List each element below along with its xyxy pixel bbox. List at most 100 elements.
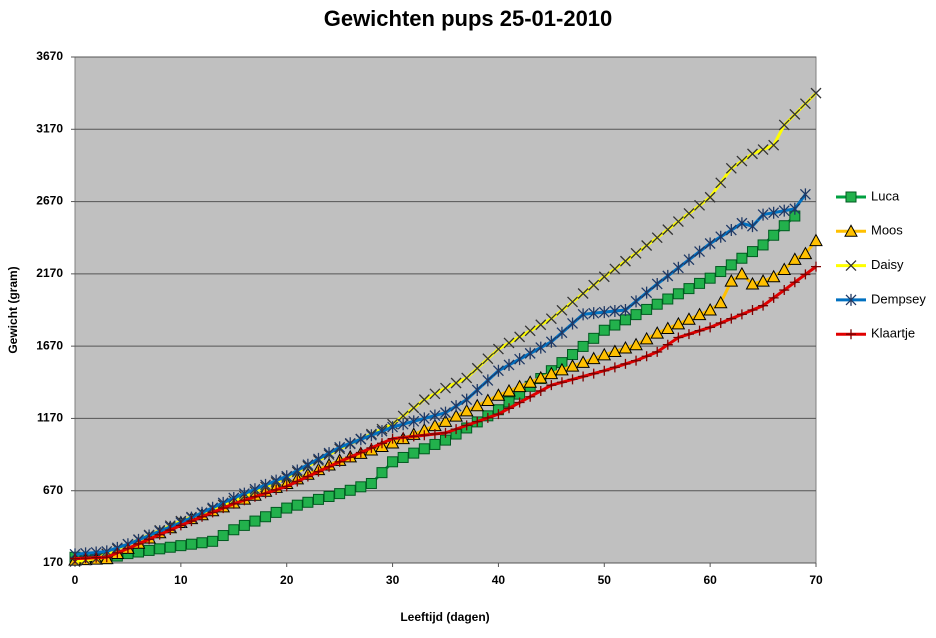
marker (207, 535, 219, 547)
marker (757, 208, 769, 221)
marker (746, 246, 758, 258)
marker (705, 322, 716, 333)
marker (545, 313, 557, 325)
marker (789, 277, 800, 288)
marker (471, 383, 483, 396)
marker (281, 481, 292, 492)
marker (418, 394, 430, 406)
marker (683, 283, 695, 295)
marker (778, 204, 790, 217)
marker (778, 220, 790, 232)
marker (662, 269, 674, 282)
marker (419, 430, 430, 441)
marker (238, 519, 250, 531)
marker (249, 515, 261, 527)
marker (845, 191, 857, 203)
marker (756, 274, 770, 287)
legend-label: Moos (871, 223, 903, 238)
marker (567, 317, 578, 330)
marker (845, 293, 857, 306)
marker (736, 252, 748, 264)
marker (608, 344, 622, 357)
marker (619, 255, 631, 267)
marker (609, 305, 621, 318)
marker (503, 337, 515, 349)
x-tick-label: 30 (386, 573, 400, 587)
marker (514, 353, 526, 366)
marker (715, 177, 727, 189)
marker (186, 516, 197, 527)
marker (787, 252, 802, 265)
y-tick-label: 3170 (36, 121, 63, 135)
marker (704, 272, 716, 284)
marker (683, 329, 694, 340)
marker (599, 365, 610, 376)
marker (651, 298, 663, 310)
marker (524, 347, 536, 360)
marker (260, 511, 272, 523)
marker (260, 488, 271, 499)
legend-label: Klaartje (871, 326, 915, 341)
marker (799, 188, 811, 201)
marker (768, 206, 780, 219)
marker (694, 245, 706, 258)
marker (725, 224, 737, 237)
x-tick-label: 70 (809, 573, 823, 587)
marker (567, 296, 578, 308)
marker (692, 307, 707, 321)
marker (672, 261, 684, 274)
marker (660, 321, 675, 335)
marker (249, 491, 260, 502)
marker (523, 375, 538, 388)
marker (154, 529, 165, 540)
marker (217, 530, 229, 542)
marker (810, 87, 822, 99)
marker (619, 304, 631, 316)
marker (715, 266, 727, 278)
marker (662, 224, 674, 236)
marker (619, 314, 631, 326)
marker (567, 374, 578, 385)
marker (471, 362, 483, 374)
marker (312, 493, 324, 505)
marker (292, 476, 303, 487)
x-axis-label: Leeftijd (dagen) (400, 610, 489, 624)
marker (588, 368, 599, 379)
marker (735, 266, 749, 280)
marker (313, 466, 324, 477)
marker (387, 421, 399, 434)
marker (334, 488, 346, 500)
marker (641, 351, 652, 362)
marker (779, 285, 790, 296)
marker (672, 288, 684, 300)
marker (715, 230, 727, 243)
marker (620, 358, 631, 369)
marker (556, 377, 567, 388)
marker (397, 418, 409, 431)
marker (630, 247, 642, 259)
marker (154, 543, 166, 555)
marker (239, 495, 250, 506)
marker (704, 191, 716, 203)
marker (694, 199, 706, 211)
marker (461, 393, 473, 406)
marker (800, 269, 811, 280)
marker (112, 547, 123, 558)
marker (618, 340, 633, 354)
marker (228, 524, 240, 536)
marker (652, 346, 663, 357)
marker (789, 202, 801, 215)
marker (799, 98, 811, 110)
x-tick-label: 10 (174, 573, 188, 587)
marker (503, 358, 515, 371)
marker (673, 332, 684, 343)
marker (576, 355, 590, 368)
marker (492, 364, 504, 377)
marker (514, 331, 526, 343)
marker (418, 443, 430, 455)
marker (672, 216, 684, 227)
marker (197, 511, 208, 522)
marker (344, 484, 356, 496)
marker (736, 309, 747, 320)
